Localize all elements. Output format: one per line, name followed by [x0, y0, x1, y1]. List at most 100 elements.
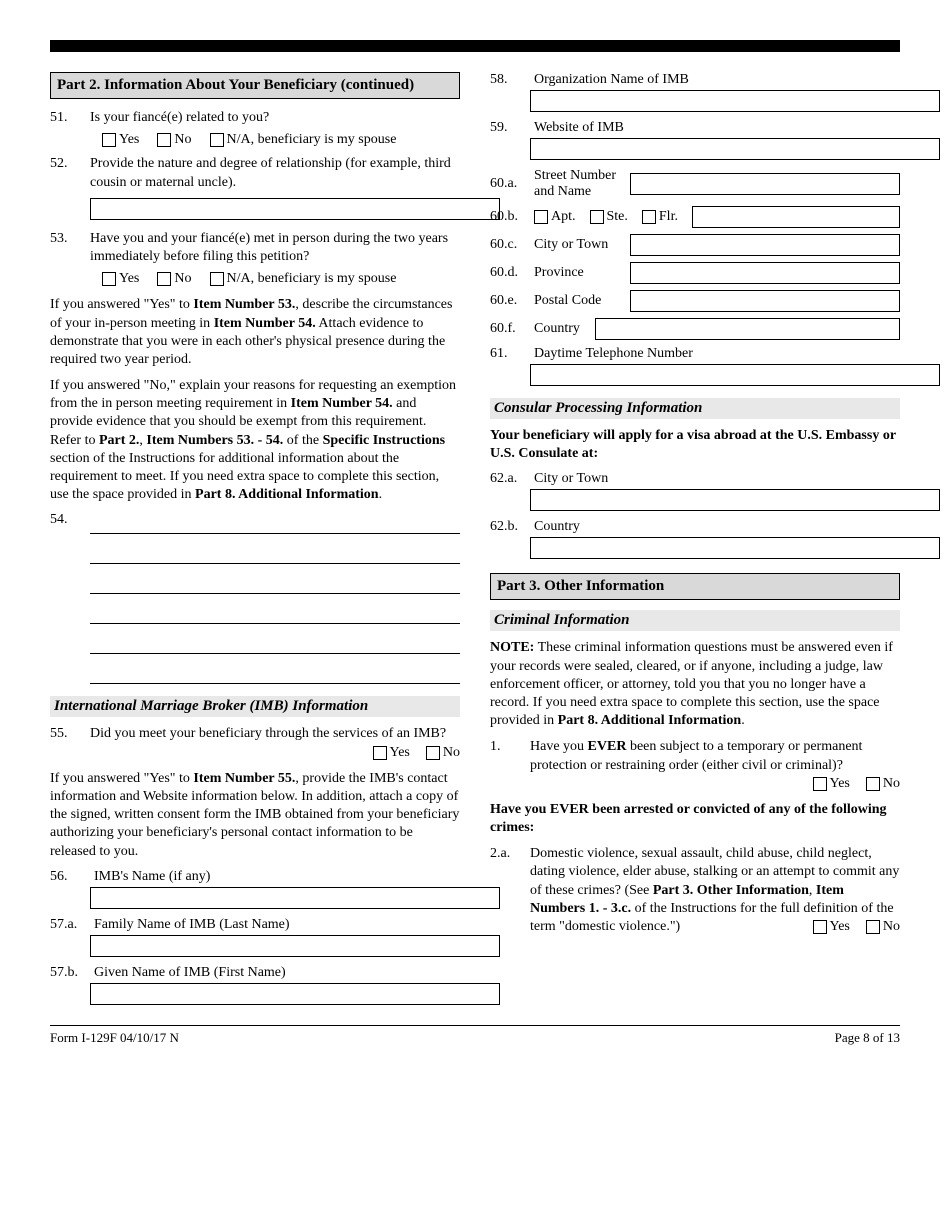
item-62b-num: 62.b. — [490, 519, 528, 535]
para-53-no: If you answered "No," explain your reaso… — [50, 377, 460, 504]
left-column: Part 2. Information About Your Beneficia… — [50, 72, 460, 1005]
page-footer: Form I-129F 04/10/17 N Page 8 of 13 — [50, 1025, 900, 1046]
item-60b: 60.b. Apt. Ste. Flr. — [490, 206, 900, 228]
item-51-num: 51. — [50, 109, 90, 149]
q51-na-checkbox[interactable] — [210, 133, 224, 147]
q57a-input[interactable] — [90, 935, 500, 957]
item-p3-2a-num: 2.a. — [490, 845, 530, 936]
para-55: If you answered "Yes" to Item Number 55.… — [50, 770, 460, 861]
footer-left: Form I-129F 04/10/17 N — [50, 1030, 179, 1046]
item-57a-label: Family Name of IMB (Last Name) — [94, 917, 290, 933]
p3-q1-yes-label: Yes — [830, 775, 850, 793]
item-60a: 60.a. Street Number and Name — [490, 168, 900, 200]
q55-yes-label: Yes — [390, 744, 410, 762]
item-55-num: 55. — [50, 725, 90, 761]
item-59: 59. Website of IMB — [490, 120, 900, 136]
q53-na-label: N/A, beneficiary is my spouse — [227, 270, 397, 288]
q54-line-2[interactable] — [90, 542, 460, 564]
item-60c-num: 60.c. — [490, 237, 528, 253]
form-columns: Part 2. Information About Your Beneficia… — [50, 72, 900, 1005]
item-57b: 57.b. Given Name of IMB (First Name) — [50, 965, 460, 981]
item-60f: 60.f. Country — [490, 318, 900, 340]
p3-q1-yes-checkbox[interactable] — [813, 777, 827, 791]
item-56-label: IMB's Name (if any) — [94, 869, 210, 885]
consular-header: Consular Processing Information — [490, 398, 900, 419]
q55-no-checkbox[interactable] — [426, 746, 440, 760]
item-60c-label: City or Town — [534, 237, 624, 253]
item-55-text: Did you meet your beneficiary through th… — [90, 726, 446, 741]
q60e-input[interactable] — [630, 290, 900, 312]
q51-no-label: No — [174, 131, 191, 149]
item-60e: 60.e. Postal Code — [490, 290, 900, 312]
right-column: 58. Organization Name of IMB 59. Website… — [490, 72, 900, 1005]
item-57b-num: 57.b. — [50, 965, 88, 981]
item-60d: 60.d. Province — [490, 262, 900, 284]
item-53-num: 53. — [50, 230, 90, 289]
item-60b-num: 60.b. — [490, 209, 528, 225]
q53-no-checkbox[interactable] — [157, 272, 171, 286]
p3-q2a-no-label: No — [883, 918, 900, 936]
q60b-flr-label: Flr. — [659, 209, 678, 225]
q54-line-3[interactable] — [90, 572, 460, 594]
item-58-label: Organization Name of IMB — [534, 72, 689, 88]
q62a-input[interactable] — [530, 489, 940, 511]
item-60f-num: 60.f. — [490, 321, 528, 337]
q60b-ste-checkbox[interactable] — [590, 210, 604, 224]
p3-q1-no-checkbox[interactable] — [866, 777, 880, 791]
q53-yes-checkbox[interactable] — [102, 272, 116, 286]
criminal-note: NOTE: These criminal information questio… — [490, 639, 900, 730]
item-54-num: 54. — [50, 512, 90, 534]
q55-no-label: No — [443, 744, 460, 762]
item-60e-num: 60.e. — [490, 293, 528, 309]
q56-input[interactable] — [90, 887, 500, 909]
imb-header: International Marriage Broker (IMB) Info… — [50, 696, 460, 717]
q51-yes-label: Yes — [119, 131, 139, 149]
item-60a-label: Street Number and Name — [534, 168, 624, 200]
item-60d-num: 60.d. — [490, 265, 528, 281]
item-54: 54. — [50, 512, 460, 534]
q52-input[interactable] — [90, 198, 500, 220]
q61-input[interactable] — [530, 364, 940, 386]
item-56-num: 56. — [50, 869, 88, 885]
p3-q2a-yes-label: Yes — [830, 918, 850, 936]
q60b-input[interactable] — [692, 206, 900, 228]
item-62a-num: 62.a. — [490, 471, 528, 487]
q53-na-checkbox[interactable] — [210, 272, 224, 286]
p3-q2a-yes-checkbox[interactable] — [813, 920, 827, 934]
q54-line-1[interactable] — [90, 512, 460, 534]
item-61-label: Daytime Telephone Number — [534, 346, 693, 362]
item-51: 51. Is your fiancé(e) related to you? Ye… — [50, 109, 460, 149]
item-51-text: Is your fiancé(e) related to you? — [90, 109, 460, 127]
p3-q2a-no-checkbox[interactable] — [866, 920, 880, 934]
item-52-num: 52. — [50, 155, 90, 191]
q60d-input[interactable] — [630, 262, 900, 284]
item-53: 53. Have you and your fiancé(e) met in p… — [50, 230, 460, 289]
item-52: 52. Provide the nature and degree of rel… — [50, 155, 460, 191]
q60b-apt-label: Apt. — [551, 209, 576, 225]
q60b-flr-checkbox[interactable] — [642, 210, 656, 224]
item-60e-label: Postal Code — [534, 293, 624, 309]
criminal-header: Criminal Information — [490, 610, 900, 631]
footer-right: Page 8 of 13 — [835, 1030, 900, 1046]
q60f-input[interactable] — [595, 318, 900, 340]
consular-text: Your beneficiary will apply for a visa a… — [490, 427, 900, 463]
q59-input[interactable] — [530, 138, 940, 160]
q60c-input[interactable] — [630, 234, 900, 256]
para-53-yes: If you answered "Yes" to Item Number 53.… — [50, 296, 460, 369]
q60b-apt-checkbox[interactable] — [534, 210, 548, 224]
q55-yes-checkbox[interactable] — [373, 746, 387, 760]
q54-line-5[interactable] — [90, 632, 460, 654]
q60a-input[interactable] — [630, 173, 900, 195]
q62b-input[interactable] — [530, 537, 940, 559]
q58-input[interactable] — [530, 90, 940, 112]
q54-line-6[interactable] — [90, 662, 460, 684]
q53-yes-label: Yes — [119, 270, 139, 288]
q51-no-checkbox[interactable] — [157, 133, 171, 147]
q57b-input[interactable] — [90, 983, 500, 1005]
q54-line-4[interactable] — [90, 602, 460, 624]
item-60d-label: Province — [534, 265, 624, 281]
item-61: 61. Daytime Telephone Number — [490, 346, 900, 362]
q51-yes-checkbox[interactable] — [102, 133, 116, 147]
item-56: 56. IMB's Name (if any) — [50, 869, 460, 885]
arrested-intro: Have you EVER been arrested or convicted… — [490, 801, 900, 837]
